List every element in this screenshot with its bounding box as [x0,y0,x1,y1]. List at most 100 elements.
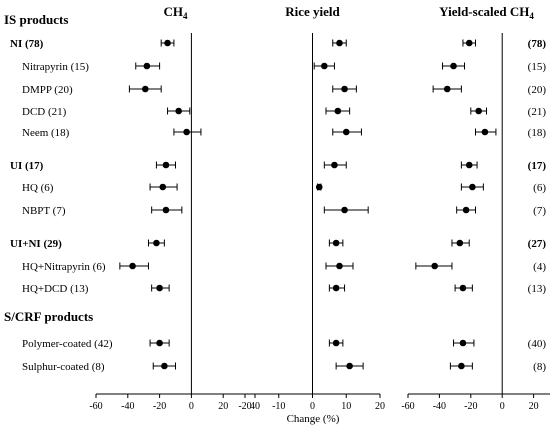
mean-point [183,128,190,136]
row-label-nbpt-7: NBPT (7) [22,205,66,217]
point-group-dcd-21 [325,107,351,115]
point-group-neem-18 [332,128,362,136]
x-tick-label: -40 [433,401,446,412]
point-group-hq-dcd-13 [328,284,346,292]
point-group-nitrapyrin-15 [442,62,466,70]
right-count-ni-78: (78) [528,38,547,50]
right-count-hq-nitrapyrin-6: (4) [533,261,546,273]
right-count-ui-ni-29: (27) [528,238,547,250]
point-group-nitrapyrin-15 [313,62,335,70]
mean-point [332,239,340,247]
mean-point [443,85,451,93]
right-count-sulphur-coated-8: (8) [533,361,546,373]
row-labels: NI (78) Nitrapyrin (15) DMPP (20) DCD (21) N… [10,38,113,373]
mean-point [462,206,470,214]
point-group-hq-6 [149,183,178,191]
row-label-ni-78: NI (78) [10,38,44,50]
point-group-hq-nitrapyrin-6 [415,262,453,270]
mean-point [162,161,170,169]
mean-point [156,284,163,292]
mean-point [456,239,464,247]
row-label-neem-18: Neem (18) [22,127,70,139]
mean-point [336,262,343,270]
point-group-polymer-coated-42 [149,339,170,347]
mean-point [459,339,467,347]
mean-point [153,239,160,247]
mean-point [162,206,170,214]
point-group-hq-nitrapyrin-6 [325,262,354,270]
point-group-ui-17 [323,161,347,169]
row-label-ui-17: UI (17) [10,160,44,172]
point-group-polymer-coated-42 [328,339,344,347]
mean-point [315,183,323,191]
mean-point [458,362,465,370]
row-label-hq-6: HQ (6) [22,182,54,194]
mean-point [336,39,343,47]
row-label-sulphur-coated-8: Sulphur-coated (8) [22,361,105,373]
x-tick-label: 20 [529,401,539,412]
panel-rice-yield: Rice yield -20 -10 0 10 20 [238,4,385,412]
right-count-hq-dcd-13: (13) [528,283,547,295]
x-tick-label: -20 [238,401,251,412]
row-label-dmpp-20: DMPP (20) [22,84,73,96]
mean-point [175,107,182,115]
panel-title-ch4: CH4 [164,4,189,21]
point-group-ui-17 [155,161,176,169]
panel-title-rice-yield: Rice yield [285,4,340,19]
row-label-dcd-21: DCD (21) [22,106,67,118]
row-label-nitrapyrin-15: Nitrapyrin (15) [22,61,89,73]
x-tick-label: 40 [250,401,260,412]
point-group-sulphur-coated-8 [335,362,364,370]
mean-point [332,284,340,292]
mean-point [159,183,167,191]
x-axis-label: Change (%) [287,413,340,425]
point-group-neem-18 [475,128,497,136]
point-group-nitrapyrin-15 [135,62,161,70]
point-group-ui-ni-29 [328,239,344,247]
point-group-dmpp-20 [332,85,357,93]
x-tick-label: -10 [272,401,285,412]
right-count-dcd-21: (21) [528,106,547,118]
point-group-hq-dcd-13 [454,284,473,292]
mean-point [164,39,171,47]
x-tick-label: -60 [401,401,414,412]
right-count-nitrapyrin-15: (15) [528,61,547,73]
point-group-ni-78 [462,39,477,47]
point-group-dmpp-20 [432,85,462,93]
point-group-hq-nitrapyrin-6 [119,262,149,270]
mean-point [129,262,136,270]
row-label-hq-nitrapyrin-6: HQ+Nitrapyrin (6) [22,261,106,273]
mean-point [465,39,473,47]
mean-point [450,62,457,70]
point-group-hq-6 [315,183,323,191]
x-tick-label: 0 [189,401,194,412]
panels: CH4 -60 -40 -20 0 20 40 Rice yield -20 -10 0 10 20 Yi… [89,4,550,412]
right-count-hq-6: (6) [533,182,546,194]
mean-point [341,85,348,93]
mean-point [161,362,168,370]
point-group-nbpt-7 [456,206,477,214]
right-count-nbpt-7: (7) [533,205,546,217]
x-tick-label: 0 [500,401,505,412]
right-count-polymer-coated-42: (40) [528,338,547,350]
point-group-dcd-21 [470,107,487,115]
panel-ch4: CH4 -60 -40 -20 0 20 40 [89,4,260,412]
row-label-hq-dcd-13: HQ+DCD (13) [22,283,89,295]
mean-point [332,339,340,347]
mean-point [321,62,328,70]
x-tick-label: -60 [89,401,102,412]
point-group-sulphur-coated-8 [449,362,473,370]
panel-title-yield-scaled-ch4: Yield-scaled CH4 [439,4,534,21]
x-tick-label: -40 [121,401,134,412]
mean-point [465,161,473,169]
point-group-neem-18 [173,128,202,136]
section-headers: IS products S/CRF products [4,12,93,324]
point-group-ni-78 [332,39,347,47]
row-label-ui-ni-29: UI+NI (29) [10,238,62,250]
mean-point [481,128,489,136]
point-group-ui-ni-29 [451,239,470,247]
right-count-ui-17: (17) [528,160,547,172]
